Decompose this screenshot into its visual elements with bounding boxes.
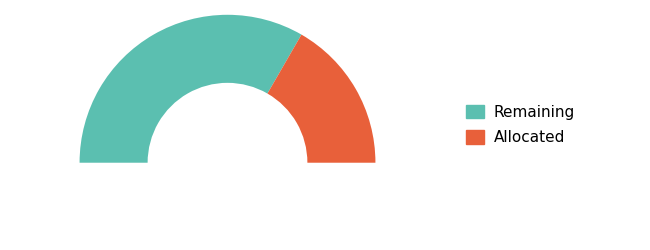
Wedge shape <box>79 15 302 163</box>
Legend: Remaining, Allocated: Remaining, Allocated <box>460 98 581 152</box>
Wedge shape <box>267 34 376 163</box>
